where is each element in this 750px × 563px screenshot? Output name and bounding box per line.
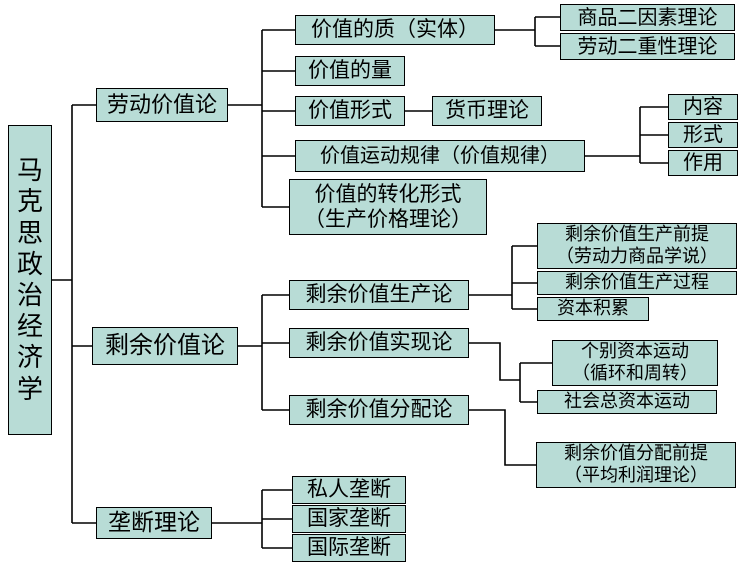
l2-node-9: 私人垄断 <box>292 476 406 504</box>
l1-label: 剩余价值论 <box>105 332 225 361</box>
l2-node-1: 价值的质（实体） <box>295 15 495 45</box>
l4-node-6: 剩余价值生产前提 （劳动力商品学说） <box>537 223 737 269</box>
l4-node-5: 作用 <box>668 150 738 176</box>
l4-node-8: 资本积累 <box>537 297 649 321</box>
l2-node-4: 价值运动规律（价值规律） <box>295 140 585 172</box>
l2-node-8: 剩余价值分配论 <box>289 395 469 425</box>
root-node: 马 克 思 政 治 经 济 学 <box>8 125 52 435</box>
l2-node-7: 剩余价值实现论 <box>289 328 469 358</box>
l2-node-10: 国家垄断 <box>292 505 406 533</box>
l4-node-4: 形式 <box>668 122 738 148</box>
l2-node-5: 价值的转化形式 （生产价格理论） <box>289 179 487 235</box>
l2-node-3: 价值形式 <box>295 96 405 126</box>
l1-label: 垄断理论 <box>108 509 200 537</box>
l2-node-11: 国际垄断 <box>292 534 406 562</box>
l4-node-3: 内容 <box>668 94 738 120</box>
l4-node-2: 劳动二重性理论 <box>560 33 735 60</box>
l4-node-11: 剩余价值分配前提 （平均利润理论） <box>536 442 736 488</box>
l4-node-7: 剩余价值生产过程 <box>537 271 737 295</box>
l4-node-9: 个别资本运动 （循环和周转） <box>552 340 718 386</box>
l1-node-3: 垄断理论 <box>96 507 212 539</box>
l3-node-1: 货币理论 <box>432 96 542 126</box>
l1-node-2: 剩余价值论 <box>92 327 238 365</box>
l1-label: 劳动价值论 <box>107 92 217 118</box>
l1-node-1: 劳动价值论 <box>96 88 228 122</box>
l2-node-2: 价值的量 <box>295 56 405 86</box>
root-label: 马 克 思 政 治 经 济 学 <box>17 155 43 405</box>
l4-node-10: 社会总资本运动 <box>537 390 717 414</box>
l2-node-6: 剩余价值生产论 <box>289 280 469 310</box>
l4-node-1: 商品二因素理论 <box>560 4 735 31</box>
